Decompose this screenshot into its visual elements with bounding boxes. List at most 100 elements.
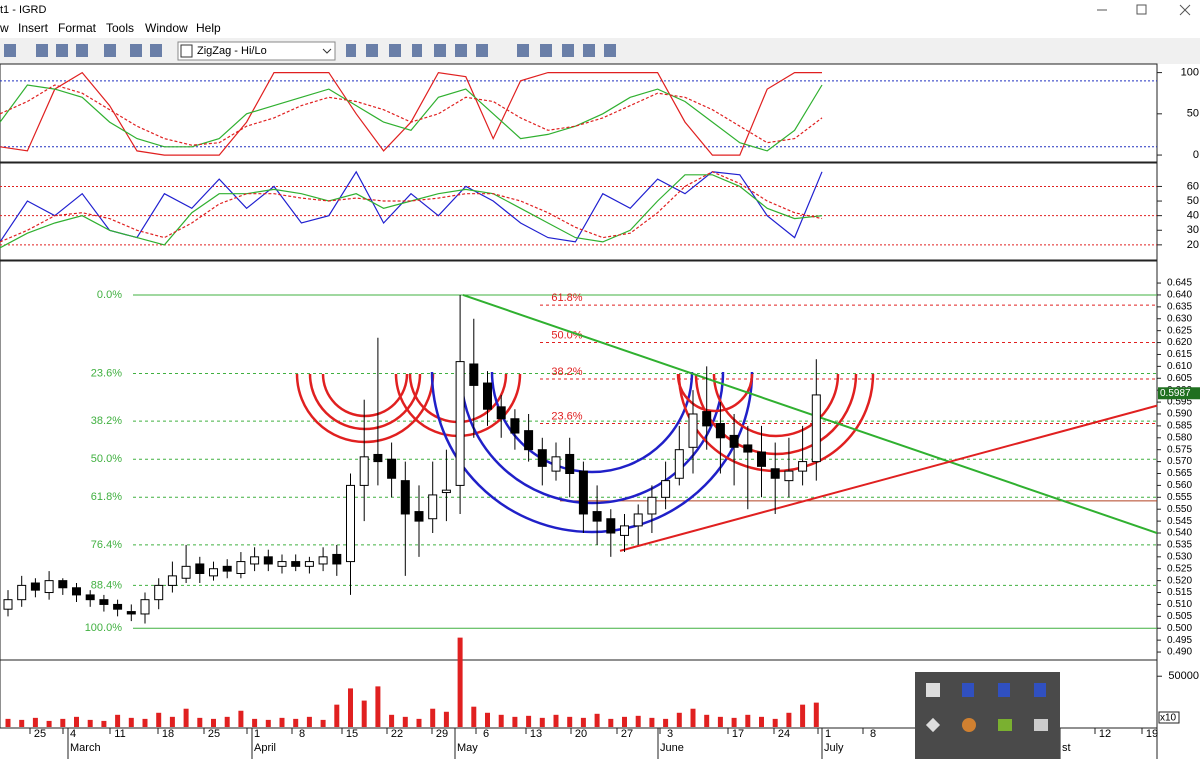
dropdown-arrow bbox=[322, 48, 332, 54]
y-tick-label: 0.615 bbox=[1167, 349, 1192, 360]
candle-body bbox=[332, 553, 342, 565]
volume-bar bbox=[402, 716, 408, 727]
y-tick-label: 50000 bbox=[1168, 670, 1199, 682]
y-tick-label: 0.500 bbox=[1167, 623, 1192, 634]
month-label: May bbox=[457, 742, 478, 754]
window-controls[interactable] bbox=[1097, 4, 1191, 16]
x-tick-label: 20 bbox=[575, 728, 587, 740]
arc-drawing bbox=[295, 373, 435, 444]
chart-area bbox=[0, 64, 1200, 759]
volume-bar bbox=[471, 706, 477, 727]
menu-item[interactable]: w bbox=[0, 21, 9, 35]
volume-bar bbox=[498, 714, 504, 727]
candle-body bbox=[304, 561, 314, 567]
candle-body bbox=[291, 561, 301, 567]
y-tick-label: 0.605 bbox=[1167, 373, 1192, 384]
toolbar-icons[interactable] bbox=[4, 44, 616, 57]
indicator-line bbox=[0, 84, 823, 152]
menu-item[interactable]: Insert bbox=[18, 21, 49, 35]
volume-bar bbox=[320, 719, 326, 727]
menu-bar bbox=[0, 20, 1200, 38]
volume-bar bbox=[265, 719, 271, 727]
candle-body bbox=[373, 453, 383, 463]
menu: w Insert Format Tools Window Help bbox=[0, 21, 221, 35]
indicator-dropdown[interactable] bbox=[177, 41, 336, 61]
volume-bar bbox=[252, 718, 258, 727]
fib-label: 38.2% bbox=[91, 415, 122, 427]
candle-body bbox=[400, 480, 410, 515]
volume-bar bbox=[101, 720, 107, 727]
x-tick-label: 4 bbox=[70, 728, 76, 740]
x-tick-label: 3 bbox=[667, 728, 673, 740]
y-tick-label: 0.535 bbox=[1167, 540, 1192, 551]
candle-body bbox=[181, 565, 191, 579]
volume-bar bbox=[485, 712, 490, 727]
indicator-select[interactable]: ZigZag - Hi/Lo bbox=[197, 45, 267, 57]
y-tick-label: 40 bbox=[1187, 210, 1199, 222]
volume-bar bbox=[786, 712, 792, 727]
volume-bar bbox=[32, 717, 38, 727]
y-tick-label: 0.630 bbox=[1167, 313, 1192, 324]
candle-body bbox=[633, 513, 643, 527]
volume-bar bbox=[704, 714, 710, 727]
y-tick-label: 0.585 bbox=[1167, 421, 1192, 432]
volume-bar bbox=[539, 717, 545, 727]
candle-body bbox=[44, 580, 54, 594]
volume-bar bbox=[5, 718, 11, 727]
y-tick-label: 0.610 bbox=[1167, 361, 1192, 372]
x-tick-label: 11 bbox=[114, 728, 125, 740]
x-tick-label: 8 bbox=[870, 728, 876, 740]
trendline bbox=[619, 404, 1158, 552]
candle-body bbox=[537, 449, 547, 467]
volume-bar bbox=[197, 717, 203, 727]
y-tick-label: 0.540 bbox=[1167, 528, 1192, 539]
indicator-line bbox=[0, 84, 823, 146]
volume-bar bbox=[375, 686, 381, 727]
volume-bar bbox=[635, 715, 641, 727]
volume-bar bbox=[608, 718, 614, 727]
menu-item[interactable]: Window bbox=[145, 21, 188, 35]
last-price-label: 0.5987 bbox=[1160, 388, 1191, 399]
volume-bar bbox=[306, 716, 312, 727]
candle-body bbox=[428, 494, 438, 520]
y-tick-label: 0.555 bbox=[1167, 492, 1192, 503]
y-tick-label: 0.490 bbox=[1167, 647, 1192, 658]
candle-body bbox=[469, 363, 479, 386]
y-tick-label: 100 bbox=[1181, 67, 1199, 79]
fib-label: 38.2% bbox=[551, 366, 582, 378]
menu-item[interactable]: Help bbox=[196, 21, 221, 35]
x-tick-label: 8 bbox=[299, 728, 305, 740]
candle-body bbox=[346, 484, 355, 563]
candle-body bbox=[606, 518, 616, 534]
volume-bar bbox=[676, 712, 682, 727]
x-tick-label: 25 bbox=[34, 728, 46, 740]
y-tick-label: 0.530 bbox=[1167, 551, 1192, 562]
menu-item[interactable]: Format bbox=[58, 21, 97, 35]
menu-item[interactable]: Tools bbox=[106, 21, 134, 35]
volume-bar bbox=[690, 708, 696, 727]
y-tick-label: 0.565 bbox=[1167, 468, 1192, 479]
y-tick-label: 0.635 bbox=[1167, 301, 1192, 312]
volume-bar bbox=[512, 716, 518, 727]
multiplier-box bbox=[1158, 711, 1180, 724]
volume-bar bbox=[279, 717, 285, 727]
fib-label: 100.0% bbox=[85, 622, 123, 634]
y-tick-label: 0.640 bbox=[1167, 290, 1192, 301]
x-tick-label: 1 bbox=[254, 728, 260, 740]
candle-body bbox=[30, 582, 40, 591]
volume-bar bbox=[800, 704, 806, 727]
y-tick-label: 60 bbox=[1187, 180, 1199, 192]
indicator-line bbox=[0, 174, 823, 249]
y-tick-label: 0.575 bbox=[1167, 444, 1192, 455]
volume-bar bbox=[553, 714, 559, 727]
candle-body bbox=[277, 561, 287, 567]
volume-bar bbox=[74, 716, 79, 727]
volume-bar bbox=[128, 717, 134, 727]
x-tick-label: 1 bbox=[825, 728, 831, 740]
volume-bar bbox=[416, 718, 422, 727]
y-tick-label: 0.595 bbox=[1167, 397, 1192, 408]
fib-label: 23.6% bbox=[551, 410, 582, 422]
volume-bar bbox=[389, 714, 395, 727]
candle-body bbox=[441, 489, 451, 494]
fib-label: 88.4% bbox=[91, 579, 122, 591]
